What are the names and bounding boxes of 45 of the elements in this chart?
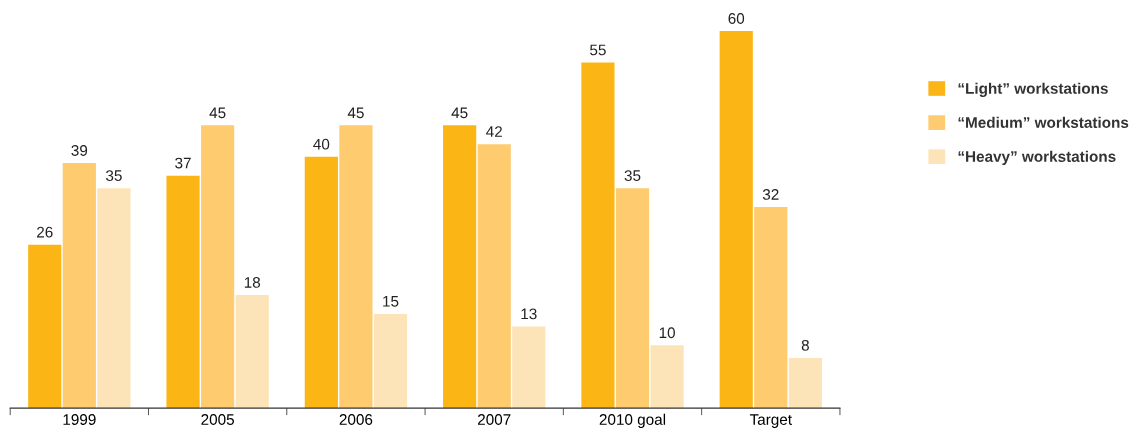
- bar: [477, 144, 511, 409]
- data-label: 42: [486, 126, 502, 137]
- data-label: 15: [383, 296, 399, 307]
- data-label: 39: [71, 145, 88, 156]
- bar: [166, 175, 200, 409]
- data-label: 37: [175, 157, 191, 169]
- data-label: 45: [451, 107, 468, 119]
- x-tick-label: 2010 goal: [599, 413, 666, 428]
- bar: [615, 188, 650, 409]
- bar: [581, 62, 615, 409]
- x-tick-label: Target: [749, 414, 792, 428]
- bar: [201, 125, 235, 409]
- bar: [235, 295, 269, 409]
- x-tick-label: 1999: [63, 414, 96, 425]
- data-label: 8: [801, 339, 809, 351]
- legend-label: “Medium” workstations: [958, 116, 1129, 128]
- bar: [512, 326, 546, 409]
- bar: [443, 125, 477, 409]
- data-label: 18: [244, 277, 261, 288]
- data-label: 26: [37, 226, 53, 238]
- data-label: 40: [313, 138, 330, 150]
- data-label: 45: [209, 107, 226, 119]
- bar: [62, 163, 96, 409]
- bar: [788, 357, 822, 409]
- x-tick-label: 2007: [477, 414, 511, 425]
- data-label: 10: [659, 327, 675, 339]
- bar: [754, 207, 788, 409]
- data-label: 55: [590, 44, 606, 56]
- data-label: 13: [521, 308, 537, 320]
- legend-label: “Heavy” workstations: [958, 150, 1116, 166]
- data-label: 45: [347, 107, 364, 119]
- x-tick-label: 2005: [201, 414, 234, 425]
- data-label: 35: [105, 170, 122, 182]
- bar: [650, 345, 684, 409]
- bar: [97, 188, 131, 409]
- bar: [304, 156, 338, 409]
- bar: [339, 125, 373, 409]
- x-tick-label: 2006: [339, 414, 373, 425]
- bar: [719, 31, 753, 409]
- data-label: 60: [728, 13, 745, 24]
- data-label: 35: [624, 170, 641, 182]
- data-label: 32: [762, 189, 779, 200]
- legend-label: “Light” workstations: [958, 82, 1108, 97]
- bar: [28, 244, 62, 409]
- bar: [373, 313, 408, 409]
